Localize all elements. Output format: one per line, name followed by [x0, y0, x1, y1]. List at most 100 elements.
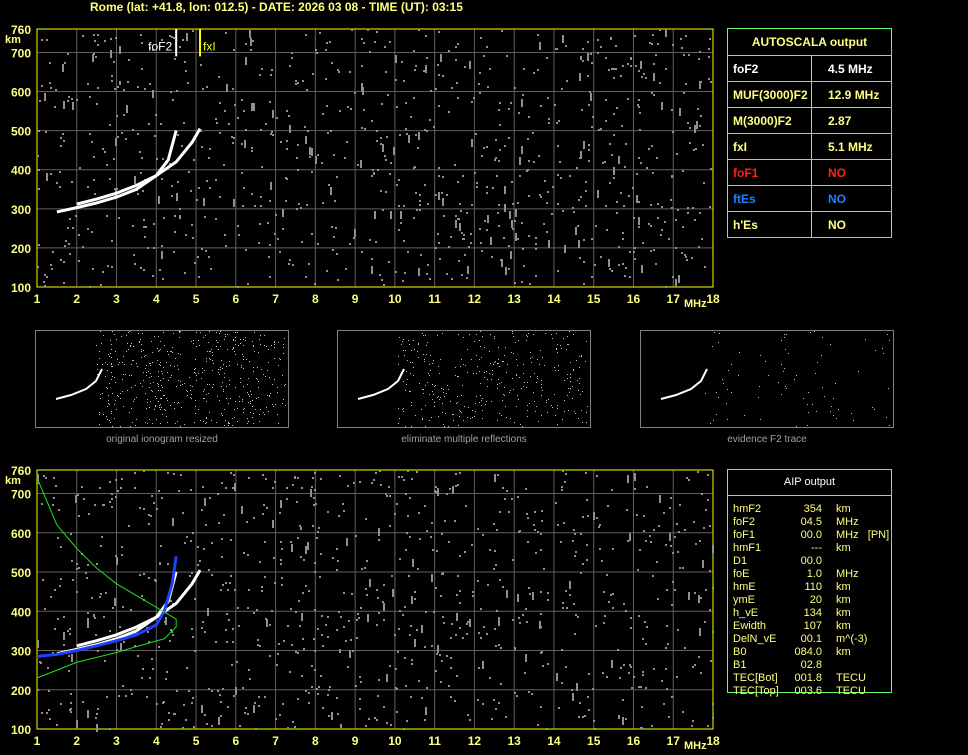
echo-dot	[219, 132, 221, 134]
echo-dot	[60, 546, 62, 548]
echo-dot	[289, 65, 291, 67]
aip-cell: TECU	[836, 672, 866, 684]
echo-dot	[194, 372, 195, 373]
echo-dot	[94, 40, 96, 42]
aip-cell: 107	[803, 620, 822, 632]
echo-dot	[261, 166, 263, 168]
echo-dot	[424, 719, 426, 721]
echo-dot	[665, 286, 667, 288]
echo-dot	[639, 549, 641, 551]
echo-dot	[141, 42, 143, 44]
echo-dot	[687, 207, 689, 209]
echo-dot	[413, 50, 415, 52]
echo-dot	[466, 212, 468, 214]
echo-dot	[143, 573, 145, 575]
echo-dot	[500, 259, 502, 261]
echo-dot	[699, 540, 701, 542]
echo-dot	[451, 623, 453, 625]
echo-dot	[234, 417, 235, 418]
x-axis-label: MHz	[684, 298, 707, 310]
echo-dot	[562, 602, 564, 604]
echo-dot	[514, 220, 516, 222]
echo-dot	[333, 154, 335, 156]
echo-dot	[269, 395, 270, 396]
echo-dot	[481, 405, 482, 406]
echo-dot	[201, 248, 203, 250]
echo-dot	[110, 50, 112, 58]
echo-dot	[426, 57, 428, 59]
echo-dot	[572, 386, 573, 387]
echo-dot	[141, 68, 143, 70]
echo-dot	[465, 365, 466, 366]
echo-dot	[350, 108, 352, 110]
echo-dot	[92, 268, 94, 270]
echo-dot	[528, 160, 530, 162]
echo-dot	[409, 344, 410, 345]
echo-dot	[346, 141, 348, 143]
echo-dot	[205, 335, 206, 336]
echo-dot	[114, 377, 115, 378]
echo-dot	[480, 346, 481, 347]
echo-dot	[367, 29, 369, 31]
echo-dot	[671, 176, 673, 178]
echo-dot	[371, 258, 373, 260]
echo-dot	[97, 708, 99, 710]
echo-dot	[194, 422, 195, 423]
echo-dot	[82, 246, 84, 248]
echo-dot	[151, 376, 152, 377]
echo-dot	[287, 625, 289, 627]
echo-dot	[102, 271, 104, 273]
echo-dot	[552, 186, 554, 188]
echo-dot	[261, 590, 263, 592]
echo-dot	[462, 637, 464, 639]
echo-dot	[605, 205, 607, 207]
echo-dot	[438, 74, 440, 76]
echo-dot	[193, 343, 194, 344]
echo-dot	[657, 217, 659, 219]
echo-dot	[568, 388, 569, 389]
echo-dot	[133, 401, 134, 402]
echo-dot	[267, 222, 269, 224]
echo-dot	[475, 411, 476, 412]
echo-dot	[148, 641, 150, 643]
echo-dot	[241, 367, 242, 368]
echo-dot	[279, 714, 281, 716]
echo-dot	[110, 422, 111, 423]
echo-dot	[517, 395, 518, 396]
x-tick-label: 2	[73, 292, 80, 306]
echo-dot	[712, 545, 714, 553]
echo-dot	[528, 116, 530, 118]
x-tick-label: 16	[627, 734, 641, 748]
echo-dot	[237, 225, 239, 227]
echo-dot	[133, 360, 134, 361]
echo-dot	[46, 39, 48, 41]
echo-dot	[447, 385, 448, 386]
echo-dot	[531, 693, 533, 695]
echo-dot	[411, 663, 413, 665]
echo-dot	[661, 680, 663, 682]
echo-dot	[67, 53, 69, 55]
echo-dot	[231, 136, 233, 138]
echo-dot	[265, 478, 267, 480]
echo-dot	[220, 331, 221, 332]
echo-dot	[540, 652, 542, 654]
echo-dot	[726, 403, 727, 404]
echo-dot	[250, 403, 251, 404]
echo-dot	[586, 499, 588, 501]
echo-dot	[541, 510, 543, 512]
echo-dot	[482, 336, 483, 337]
aip-cell: 02.8	[800, 659, 822, 671]
echo-dot	[439, 654, 441, 656]
echo-dot	[305, 546, 307, 554]
echo-dot	[81, 486, 83, 488]
echo-dot	[297, 537, 299, 539]
echo-dot	[288, 263, 290, 265]
echo-dot	[162, 414, 163, 415]
echo-dot	[257, 639, 259, 641]
echo-dot	[514, 87, 516, 89]
echo-dot	[563, 522, 565, 524]
echo-dot	[634, 35, 636, 37]
echo-dot	[435, 491, 437, 493]
echo-dot	[723, 383, 724, 384]
echo-dot	[294, 477, 296, 479]
